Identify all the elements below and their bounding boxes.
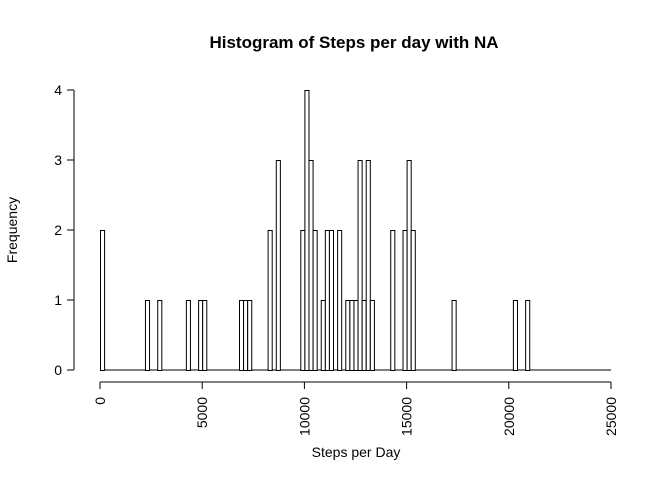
histogram-bar (247, 300, 253, 371)
histogram-bar (337, 230, 343, 371)
y-tick-label: 1 (54, 292, 62, 308)
histogram-bar (185, 300, 191, 371)
histogram-bar (357, 160, 363, 371)
x-axis: 0 5000 10000 15000 20000 25000 (92, 381, 619, 436)
x-tick-label: 25000 (603, 397, 619, 436)
x-axis-label: Steps per Day (312, 444, 401, 460)
histogram-bar (320, 300, 326, 371)
y-tick-label: 2 (54, 222, 62, 238)
histogram-bar (202, 300, 208, 371)
y-axis: 0 1 2 3 4 (54, 82, 75, 378)
histogram-bar (275, 160, 281, 371)
histogram-bar (100, 230, 106, 371)
histogram-bar (328, 230, 335, 371)
histogram-bar (300, 230, 306, 371)
x-tick-label: 20000 (501, 397, 517, 436)
histogram-bar (353, 300, 359, 371)
histogram-bar (410, 230, 416, 371)
histogram-bar (402, 230, 408, 371)
histogram-bar (304, 90, 310, 371)
histogram-bar (369, 300, 375, 371)
histogram-bar (267, 230, 273, 371)
x-tick-label: 5000 (194, 397, 210, 428)
histogram-bar (525, 300, 531, 371)
histogram-bar (361, 300, 367, 371)
y-tick-label: 0 (54, 362, 62, 378)
histogram-bar (198, 300, 204, 371)
histogram-bar (406, 160, 412, 371)
x-tick-label: 15000 (399, 397, 415, 436)
x-tick-label: 0 (92, 397, 108, 405)
y-tick-label: 3 (54, 152, 62, 168)
histogram-bars (100, 90, 611, 371)
histogram-bar (308, 160, 314, 371)
histogram-bar (312, 230, 318, 371)
histogram-bar (365, 160, 371, 371)
histogram-bar (451, 300, 457, 371)
histogram-bar (243, 300, 249, 371)
chart-title: Histogram of Steps per day with NA (209, 33, 498, 52)
histogram-bar (349, 300, 355, 371)
histogram-bar (324, 230, 330, 371)
x-tick-label: 10000 (296, 397, 312, 436)
y-tick-label: 4 (54, 82, 62, 98)
histogram-bar (512, 300, 518, 371)
histogram-bar (238, 300, 245, 371)
y-axis-label: Frequency (4, 197, 20, 263)
histogram-bar (157, 300, 163, 371)
histogram-bar (390, 230, 396, 371)
histogram-bar (144, 300, 151, 371)
histogram-bar (345, 300, 351, 371)
